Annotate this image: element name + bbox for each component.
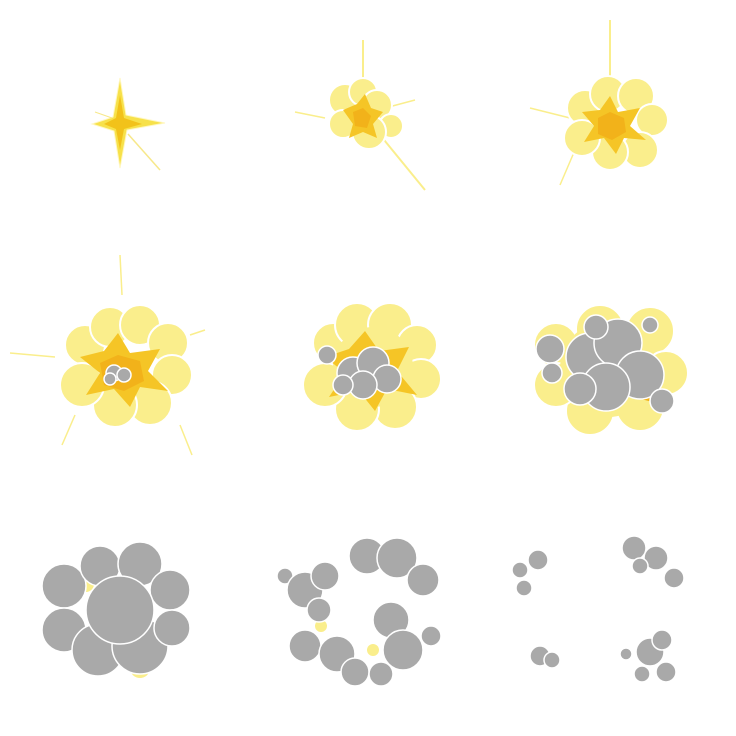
- burst-medium-icon: [529, 20, 669, 186]
- smoke-puff-icon: [621, 535, 685, 589]
- smoke-puff-icon: [529, 645, 561, 669]
- smoke-cloud-icon: [276, 537, 442, 687]
- fireball-icon: [9, 254, 206, 456]
- smoke-puff-icon: [103, 364, 132, 386]
- burst-small-icon: [294, 40, 426, 191]
- smoke-cloud-icon: [317, 345, 402, 400]
- frame-spark: [0, 0, 245, 245]
- frame-fireball: [0, 245, 245, 490]
- spark-star-icon: [90, 77, 166, 171]
- frame-smoke-cloud: [0, 490, 245, 735]
- frame-burst: [490, 0, 735, 245]
- frame-ignition: [245, 0, 490, 245]
- frame-fire-smoke-mix: [490, 245, 735, 490]
- frame-smoke-ring: [245, 490, 490, 735]
- frame-smoke-dissipate: [490, 490, 735, 735]
- smoke-puff-icon: [511, 549, 549, 597]
- smoke-cloud-icon: [535, 314, 675, 414]
- smoke-puff-icon: [619, 629, 677, 683]
- smoke-cloud-icon: [41, 541, 191, 678]
- frame-fireball-smoke: [245, 245, 490, 490]
